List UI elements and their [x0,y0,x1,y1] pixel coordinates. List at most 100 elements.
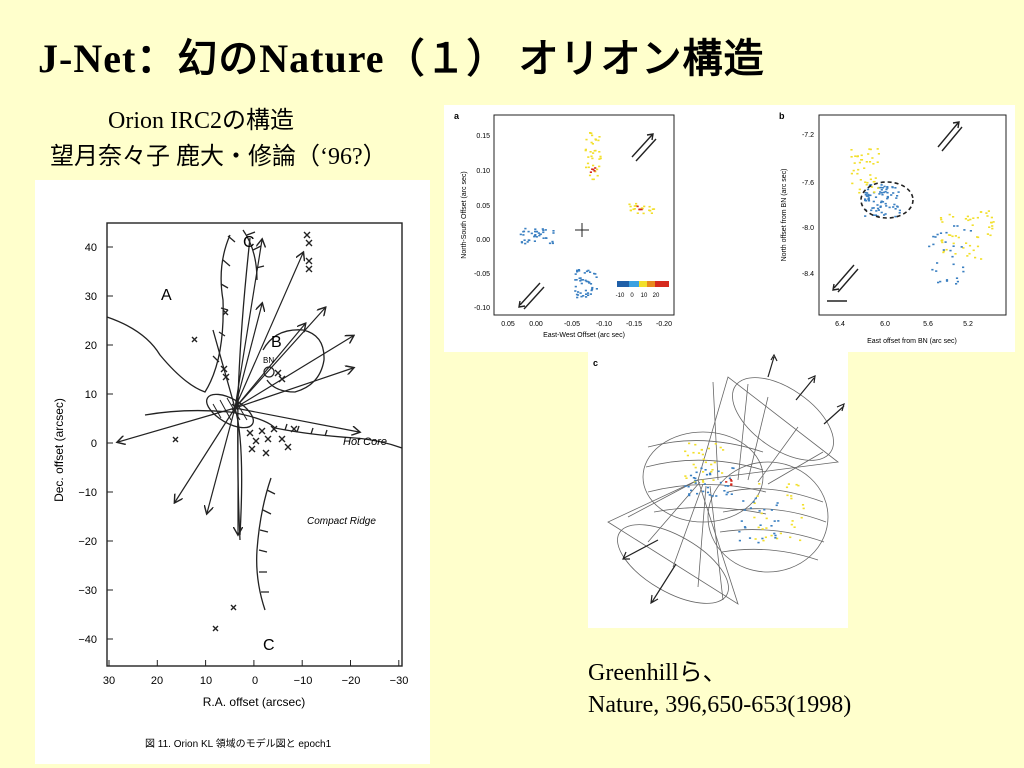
y-axis-label: Dec. offset (arcsec) [52,398,66,502]
maser-spot [879,205,882,208]
maser-spot [758,510,761,512]
maser-spot [884,202,887,205]
panel-b-frame [818,114,1007,316]
maser-spot [962,266,965,269]
region-label-b: B [271,334,282,351]
maser-spot [894,208,897,210]
maser-spot [898,209,901,212]
maser-spot [581,279,584,281]
maser-spot [793,526,796,528]
maser-spot [587,166,590,169]
maser-spot [949,249,952,252]
maser-spot [851,182,854,185]
region-label-c-top: C [243,234,255,251]
maser-spot [586,292,590,294]
maser-spot [629,205,632,208]
maser-spot [869,178,872,181]
maser-spot [589,271,592,273]
panel-b-ytick: -7.2 [802,132,814,139]
maser-spot [730,480,733,482]
maser-spot [711,495,714,497]
maser-spot [585,296,588,298]
x-tick-label: −30 [390,675,409,687]
maser-spot [963,229,966,231]
plot-frame [106,222,403,667]
x-tick-label: 20 [151,675,163,687]
panel-a-ytick: -0.10 [474,305,490,312]
orion-model-figure: 40 30 20 10 0 −10 −20 −30 −40 30 20 10 0… [35,180,430,764]
panel-b-xtick: 6.0 [880,321,890,328]
maser-spot [869,174,872,176]
maser-spot [881,193,884,196]
maser-spot [896,206,899,208]
maser-spot [952,245,955,247]
maser-spot [942,251,945,254]
maser-spot [594,167,597,169]
reference-authors: Greenhillら、 [588,660,727,686]
maser-spot [589,293,592,295]
maser-spot [974,256,977,259]
maser-spot [879,186,883,189]
maser-spot [580,279,583,281]
y-tick-label: 30 [85,291,97,303]
panel-a-maser-spots [519,132,656,299]
y-tick-label: 20 [85,340,97,352]
maser-spot [986,233,989,235]
x-tick-label: 0 [252,675,258,687]
maser-spot [868,161,872,163]
reference-citation: Nature, 396,650-653(1998) [588,692,852,718]
maser-spot [876,148,879,150]
maser-spot [752,501,755,503]
panel-c-svg: c [593,353,845,605]
maser-spot [888,206,891,209]
panels-ab-svg: a 0.15 0.10 0.05 0.00 -0.05 -0.10 0.05 0… [454,111,1007,345]
maser-spot [590,132,593,135]
maser-spot [590,155,593,158]
maser-spot [633,205,636,207]
maser-spot [880,192,883,194]
maser-spot [714,443,717,445]
maser-spot [765,517,768,520]
maser-spot [584,148,587,151]
maser-spot [688,493,691,495]
maser-spot [873,180,876,183]
maser-spot [552,230,555,232]
maser-spot [872,207,875,209]
maser-spot [979,211,982,213]
maser-spot [865,183,868,186]
maser-spot [985,212,988,214]
maser-spot [591,286,594,289]
maser-spot [712,479,715,481]
maser-spot [592,164,595,167]
maser-spot [542,231,545,234]
maser-spot [589,151,592,153]
maser-spot [539,233,542,235]
maser-spot [797,484,800,487]
maser-spot [598,151,601,153]
y-tick-label: 10 [85,389,97,401]
maser-spot [764,536,767,539]
maser-spot [537,232,540,234]
maser-spot [594,273,597,275]
maser-spot [723,490,726,492]
maser-spot [986,215,989,217]
maser-spot [649,209,652,212]
maser-spot [584,149,587,152]
maser-spot [932,235,935,238]
maser-spot [693,481,697,484]
maser-spot [694,479,697,482]
x-tick-label: −20 [342,675,361,687]
panel-a-xtick: -0.10 [596,321,612,328]
maser-spot [719,481,722,484]
y-tick-label: −30 [78,585,97,597]
maser-spot [524,227,527,230]
maser-spot [725,493,728,496]
maser-spot [708,472,712,475]
maser-spot [936,262,939,264]
maser-spot [760,512,763,515]
x-tick-label: −10 [294,675,313,687]
maser-spot [534,228,537,230]
maser-spot [945,231,948,234]
panel-b-xtick: 6.4 [835,321,845,328]
maser-spot [585,138,588,141]
